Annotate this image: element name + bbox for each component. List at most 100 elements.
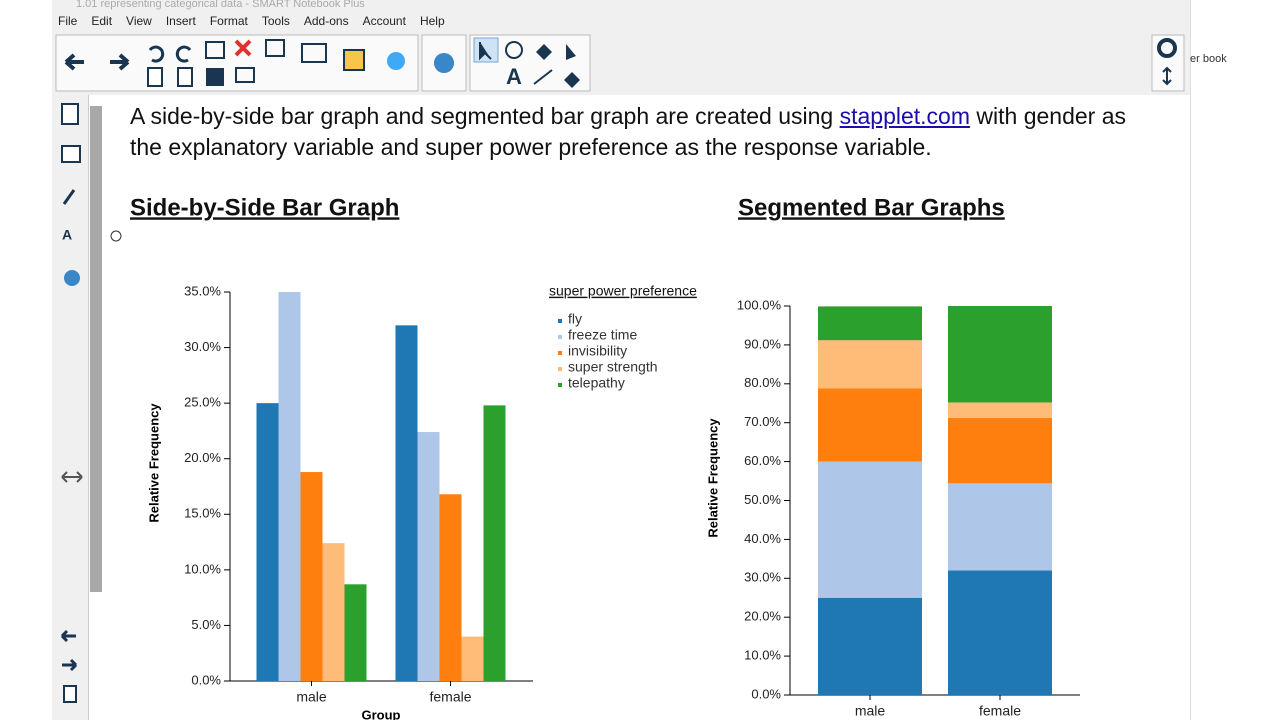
text-tool[interactable]: A (506, 64, 522, 89)
eraser-tool[interactable] (536, 44, 552, 60)
line-tool[interactable] (533, 69, 553, 85)
addons-button[interactable] (387, 52, 405, 70)
text: A side-by-side bar graph and segmented b… (130, 103, 840, 129)
bar-segment (818, 340, 922, 389)
addons-tab[interactable] (64, 270, 80, 286)
add-page[interactable] (63, 685, 77, 703)
legend-swatch (558, 351, 562, 355)
bar-segment (948, 418, 1052, 484)
properties-tab[interactable]: A (62, 227, 72, 243)
select-tool[interactable] (473, 37, 499, 63)
y-tick-label: 30.0% (744, 570, 781, 585)
x-tick-label: female (979, 703, 1021, 719)
y-tick-label: 10.0% (184, 561, 221, 576)
fill-tool[interactable] (566, 44, 576, 60)
legend-label: fly (568, 311, 582, 327)
y-tick-label: 5.0% (191, 617, 221, 632)
legend-swatch (558, 367, 562, 371)
shapes-tool[interactable] (505, 41, 523, 59)
slide-text: A side-by-side bar graph and segmented b… (130, 101, 1130, 163)
y-tick-label: 35.0% (184, 283, 221, 298)
bar-segment (818, 461, 922, 598)
legend-label: telepathy (568, 375, 625, 391)
toolbar-move-button[interactable] (1162, 66, 1172, 86)
display-button[interactable] (301, 43, 327, 63)
bar-segment (818, 597, 922, 695)
bar-segment (948, 483, 1052, 571)
background-window (1190, 0, 1229, 720)
menu-item[interactable]: Add-ons (303, 14, 349, 28)
menu-item[interactable]: Help (419, 14, 445, 28)
chart-title: Segmented Bar Graphs (738, 194, 1005, 221)
next-page[interactable] (62, 658, 78, 672)
redo-button[interactable] (175, 45, 192, 63)
bar (278, 292, 301, 681)
y-axis-label: Relative Frequency (705, 418, 720, 538)
sidebar: A (60, 103, 83, 703)
y-tick-label: 0.0% (191, 672, 221, 687)
y-tick-label: 100.0% (737, 297, 782, 312)
bar (439, 494, 462, 681)
delete-button[interactable] (234, 39, 252, 57)
menu-item[interactable]: Tools (261, 14, 290, 28)
legend-label: freeze time (568, 327, 637, 343)
y-tick-label: 30.0% (184, 339, 221, 354)
response-button[interactable] (343, 49, 365, 71)
chart-title: Side-by-Side Bar Graph (130, 194, 399, 221)
previous-page[interactable] (60, 629, 76, 643)
y-tick-label: 50.0% (744, 492, 781, 507)
legend-swatch (558, 335, 562, 339)
y-tick-label: 15.0% (184, 506, 221, 521)
menu-bar: File Edit View Insert Format Tools Add-ons Acco… (58, 14, 459, 32)
delete-page-button[interactable] (177, 67, 193, 87)
bar (395, 325, 418, 681)
x-tick-label: female (429, 689, 471, 705)
eraser2-tool[interactable] (564, 72, 580, 88)
menu-item[interactable]: Account (362, 14, 406, 28)
bar-segment (948, 306, 1052, 403)
bar-segment (948, 402, 1052, 419)
text: with gender as the explanatory variable … (130, 103, 1126, 160)
extension-button[interactable] (434, 53, 454, 73)
new-page-button[interactable] (147, 67, 163, 87)
save-button[interactable] (206, 68, 224, 86)
background-window-text: er book (1190, 53, 1227, 65)
page-sorter-tab[interactable] (61, 103, 79, 125)
x-axis-label: Group (362, 707, 401, 720)
menu-item[interactable]: File (58, 14, 78, 28)
bar-segment (818, 388, 922, 462)
legend-label: invisibility (568, 343, 627, 359)
forward-button[interactable] (110, 53, 130, 71)
link[interactable]: stapplet.com (839, 103, 971, 129)
attachments-tab[interactable] (62, 189, 76, 205)
y-tick-label: 40.0% (744, 531, 781, 546)
back-button[interactable] (64, 53, 84, 71)
y-tick-label: 10.0% (744, 648, 781, 663)
menu-item[interactable]: Format (209, 14, 248, 28)
legend-swatch (558, 383, 562, 387)
menu-item[interactable]: View (126, 14, 152, 28)
y-tick-label: 0.0% (751, 686, 781, 701)
legend-swatch (558, 319, 562, 323)
settings-button[interactable] (1157, 38, 1177, 58)
sidebar-move[interactable] (61, 471, 83, 483)
menu-item[interactable]: Insert (165, 14, 196, 28)
legend-title: super power preference (549, 283, 697, 299)
y-tick-label: 60.0% (744, 453, 781, 468)
undo-button[interactable] (148, 45, 165, 63)
globe-icon (110, 230, 122, 242)
menu-item[interactable]: Edit (91, 14, 113, 28)
table-button[interactable] (265, 39, 285, 57)
window-title: 1.01 representing categorical data - SMA… (76, 0, 365, 10)
paste-button[interactable] (205, 41, 225, 59)
y-tick-label: 20.0% (184, 450, 221, 465)
gallery-tab[interactable] (61, 145, 81, 163)
bar (461, 636, 484, 681)
y-tick-label: 90.0% (744, 336, 781, 351)
x-tick-label: male (296, 689, 327, 705)
scrollbar[interactable] (90, 106, 102, 592)
screen-shade-button[interactable] (235, 67, 255, 83)
bar (483, 405, 506, 681)
